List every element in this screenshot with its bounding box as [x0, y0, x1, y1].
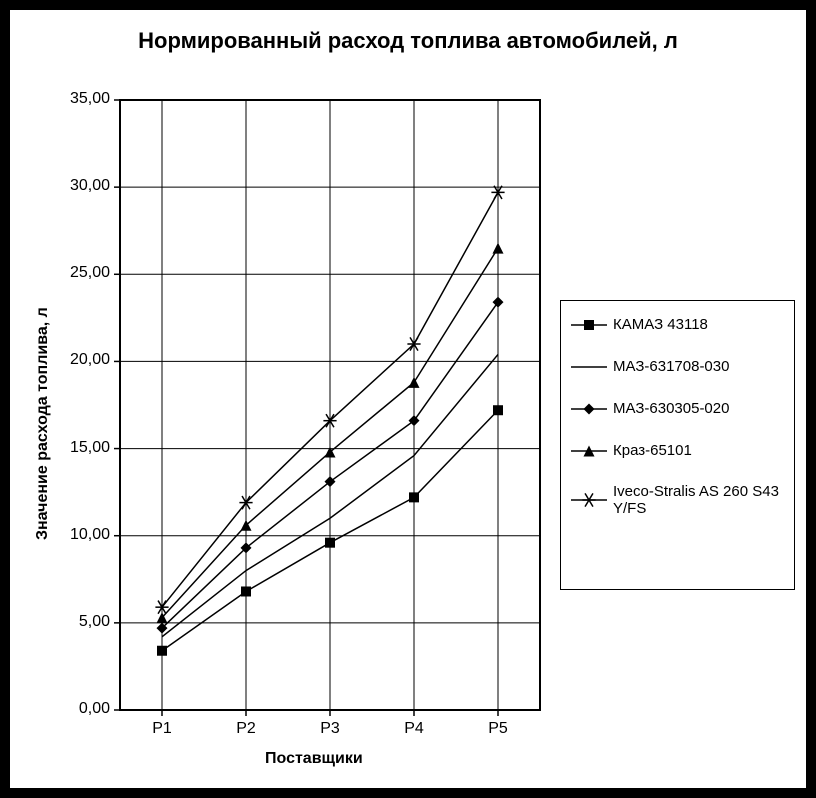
y-tick-label: 0,00 [60, 700, 110, 718]
legend-item: МАЗ-631708-030 [571, 357, 784, 377]
legend: КАМАЗ 43118 МАЗ-631708-030 МАЗ-630305-020 К… [560, 300, 795, 590]
legend-item: МАЗ-630305-020 [571, 399, 784, 419]
chart-outer-frame: Нормированный расход топлива автомобилей… [0, 0, 816, 798]
legend-item: Iveco-Stralis AS 260 S43 Y/FS [571, 483, 784, 518]
x-tick-label: P2 [226, 720, 266, 738]
x-axis-label-text: Поставщики [265, 750, 363, 767]
legend-swatch [571, 399, 607, 419]
x-tick-label: P4 [394, 720, 434, 738]
y-tick-label: 15,00 [60, 439, 110, 457]
x-tick-label: P1 [142, 720, 182, 738]
x-axis-label: Поставщики [265, 750, 363, 768]
legend-swatch [571, 357, 607, 377]
legend-item: КАМАЗ 43118 [571, 315, 784, 335]
y-tick-label: 30,00 [60, 177, 110, 195]
legend-item: Краз-65101 [571, 441, 784, 461]
y-tick-label: 10,00 [60, 526, 110, 544]
legend-swatch [571, 315, 607, 335]
legend-label: МАЗ-630305-020 [613, 400, 729, 417]
y-tick-label: 20,00 [60, 351, 110, 369]
legend-label: Краз-65101 [613, 442, 692, 459]
legend-label: Iveco-Stralis AS 260 S43 Y/FS [613, 483, 783, 518]
y-tick-label: 35,00 [60, 90, 110, 108]
legend-label: МАЗ-631708-030 [613, 358, 729, 375]
legend-label: КАМАЗ 43118 [613, 316, 708, 333]
x-tick-label: P3 [310, 720, 350, 738]
legend-swatch [571, 490, 607, 510]
y-tick-label: 25,00 [60, 264, 110, 282]
x-tick-label: P5 [478, 720, 518, 738]
legend-swatch [571, 441, 607, 461]
y-tick-label: 5,00 [60, 613, 110, 631]
